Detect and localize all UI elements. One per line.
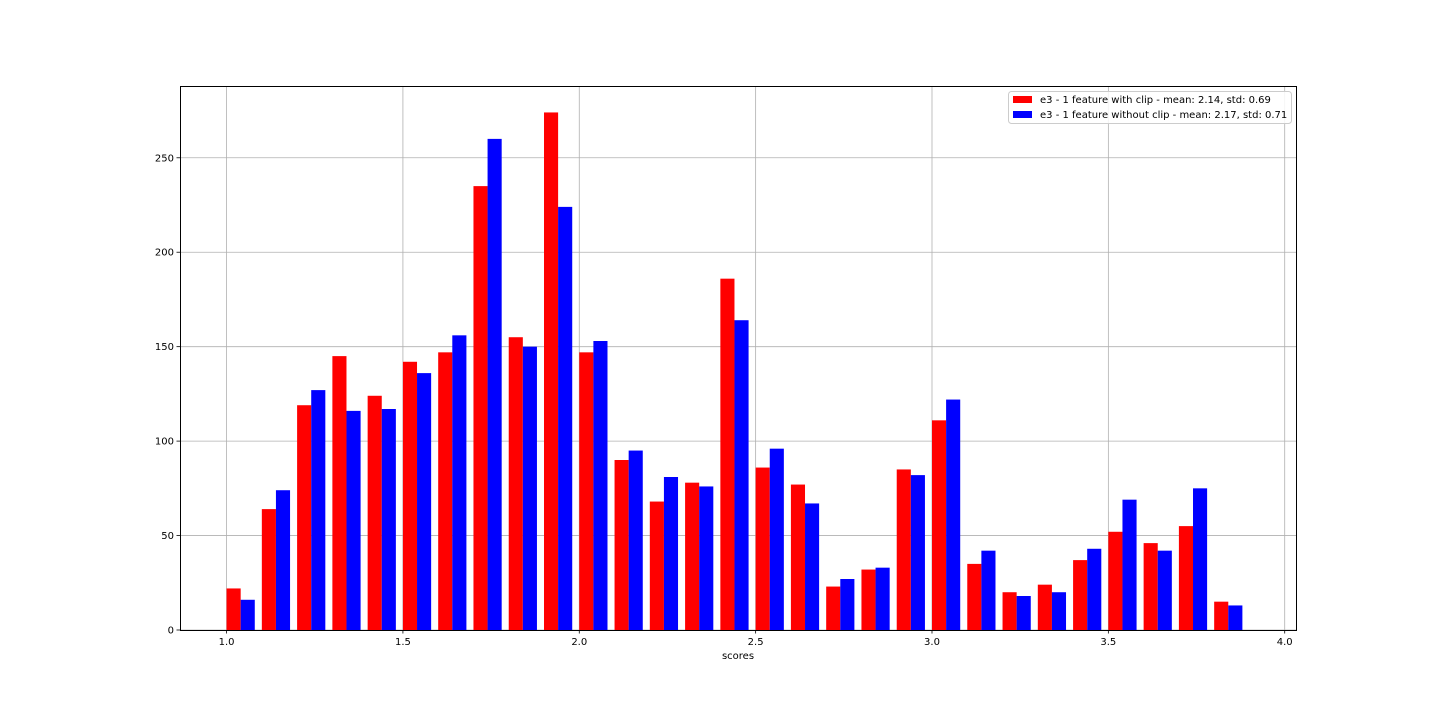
bar-with-clip xyxy=(579,352,594,630)
bar-without-clip xyxy=(1087,548,1102,630)
bar-with-clip xyxy=(1073,560,1088,630)
y-tick-label: 100 xyxy=(155,437,174,448)
bar-without-clip xyxy=(346,410,361,630)
bar-without-clip xyxy=(240,599,255,630)
bar-with-clip xyxy=(261,509,276,630)
bar-without-clip xyxy=(1122,499,1137,630)
x-axis-ticks: 1.0 1.5 2.0 2.5 3.0 3.5 4.0 xyxy=(219,630,1293,648)
bar-with-clip xyxy=(1037,584,1052,630)
bar-without-clip xyxy=(875,567,890,630)
bar-without-clip xyxy=(699,486,714,630)
bar-without-clip xyxy=(311,390,326,630)
x-axis-label: scores xyxy=(722,651,754,662)
bar-without-clip xyxy=(734,320,749,630)
legend-swatch-with-clip xyxy=(1013,96,1032,103)
bar-without-clip xyxy=(1228,605,1243,630)
bar-with-clip xyxy=(508,337,523,630)
bar-without-clip xyxy=(381,409,396,630)
bar-with-clip xyxy=(931,420,947,630)
bar-with-clip xyxy=(473,186,488,630)
bar-without-clip xyxy=(275,490,291,630)
bar-with-clip xyxy=(402,361,418,630)
bar-without-clip xyxy=(593,341,608,630)
x-tick-label: 2.5 xyxy=(748,637,764,648)
x-tick-label: 1.5 xyxy=(395,637,411,648)
legend-box xyxy=(1008,91,1292,124)
bar-with-clip xyxy=(1108,531,1123,630)
legend-label-with-clip: e3 - 1 feature with clip - mean: 2.14, s… xyxy=(1040,95,1271,106)
bar-without-clip xyxy=(558,206,573,630)
bar-with-clip xyxy=(438,352,453,630)
bar-with-clip xyxy=(297,405,312,630)
bar-with-clip xyxy=(1002,592,1017,630)
bar-with-clip xyxy=(1178,526,1194,630)
bar-without-clip xyxy=(522,346,537,630)
x-tick-label: 4.0 xyxy=(1277,637,1293,648)
y-tick-label: 150 xyxy=(155,342,174,353)
legend: e3 - 1 feature with clip - mean: 2.14, s… xyxy=(1008,91,1292,124)
bar-with-clip xyxy=(826,586,841,630)
bar-without-clip xyxy=(840,579,855,630)
x-tick-label: 2.0 xyxy=(571,637,587,648)
bar-without-clip xyxy=(487,138,502,630)
bar-with-clip xyxy=(367,395,382,630)
bar-without-clip xyxy=(663,477,679,630)
bars xyxy=(226,112,1243,630)
bar-without-clip xyxy=(805,503,820,630)
bar-without-clip xyxy=(946,399,961,630)
bar-with-clip xyxy=(790,484,806,630)
y-tick-label: 50 xyxy=(161,531,174,542)
y-tick-label: 250 xyxy=(155,153,174,164)
bar-without-clip xyxy=(1193,488,1208,630)
x-tick-label: 1.0 xyxy=(219,637,235,648)
bar-without-clip xyxy=(1051,592,1067,630)
legend-label-without-clip: e3 - 1 feature without clip - mean: 2.17… xyxy=(1040,110,1287,121)
legend-swatch-without-clip xyxy=(1013,111,1032,118)
bar-without-clip xyxy=(452,335,467,630)
bar-with-clip xyxy=(649,501,664,630)
x-tick-label: 3.5 xyxy=(1100,637,1116,648)
bar-with-clip xyxy=(1143,543,1158,630)
bar-without-clip xyxy=(910,475,925,630)
y-axis-ticks: 0 50 100 150 200 250 xyxy=(155,153,180,637)
y-tick-label: 200 xyxy=(155,248,174,259)
bar-without-clip xyxy=(981,550,996,630)
bar-without-clip xyxy=(1016,596,1031,630)
y-tick-label: 0 xyxy=(168,626,174,637)
bar-without-clip xyxy=(1157,550,1172,630)
bar-with-clip xyxy=(967,563,982,630)
bar-with-clip xyxy=(720,278,735,630)
bar-with-clip xyxy=(332,356,347,630)
bar-without-clip xyxy=(769,448,784,630)
x-tick-label: 3.0 xyxy=(924,637,940,648)
bar-with-clip xyxy=(755,467,770,630)
bar-without-clip xyxy=(417,373,432,630)
bar-with-clip xyxy=(896,469,911,630)
bar-without-clip xyxy=(628,450,643,630)
bar-with-clip xyxy=(544,112,559,630)
bar-with-clip xyxy=(685,482,700,630)
bar-with-clip xyxy=(1214,601,1229,630)
plot-frame xyxy=(180,86,1297,631)
bar-with-clip xyxy=(614,460,629,630)
bar-with-clip xyxy=(861,569,876,630)
bar-with-clip xyxy=(226,588,241,630)
